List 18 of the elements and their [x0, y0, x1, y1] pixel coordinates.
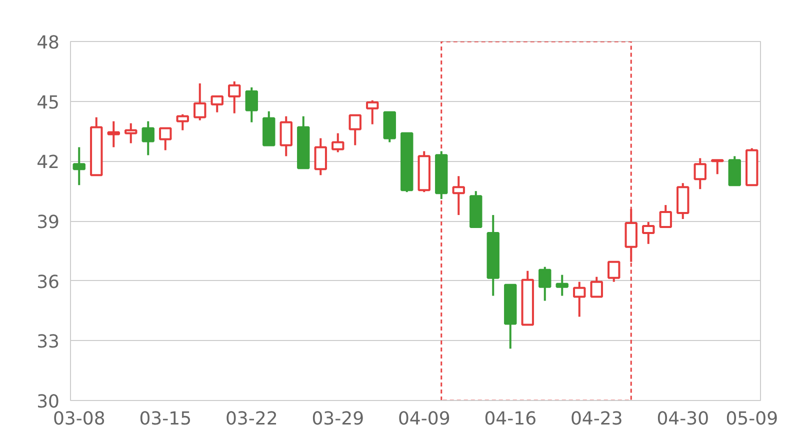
x-tick-label: 03-15	[139, 408, 192, 430]
y-tick-label: 48	[36, 32, 60, 54]
x-tick-label: 04-23	[570, 408, 623, 430]
y-tick-label: 33	[36, 332, 60, 353]
x-tick-label: 03-29	[312, 408, 364, 430]
x-tick-label: 04-30	[656, 408, 710, 430]
candlestick	[452, 175, 465, 216]
y-tick-label: 36	[36, 272, 60, 293]
candlestick	[486, 214, 500, 297]
y-tick-label: 39	[36, 212, 60, 233]
candlestick	[107, 120, 120, 148]
y-tick-label: 45	[36, 92, 60, 114]
x-tick-label: 03-22	[225, 408, 278, 430]
candlestick	[72, 146, 86, 186]
x-tick-label: 05-09	[726, 408, 778, 430]
x-tick-label: 04-09	[398, 408, 450, 430]
x-tick-label: 04-16	[484, 408, 537, 430]
y-tick-label: 42	[36, 152, 60, 174]
